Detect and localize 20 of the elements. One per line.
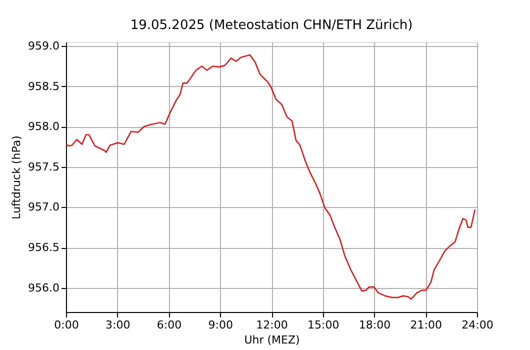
x-axis-title: Uhr (MEZ) bbox=[244, 334, 300, 346]
y-tick-label: 958.5 bbox=[28, 80, 60, 93]
x-tick-label: 15:00 bbox=[308, 318, 340, 332]
x-tick-label: 24:00 bbox=[462, 318, 494, 332]
chart-title: 19.05.2025 (Meteostation CHN/ETH Zürich) bbox=[130, 18, 413, 34]
x-tick-label: 6:00 bbox=[156, 318, 182, 332]
x-tick-label: 3:00 bbox=[106, 318, 130, 332]
y-tick-label: 957.0 bbox=[28, 200, 60, 214]
line-series bbox=[66, 54, 476, 300]
y-tick-label: 956.5 bbox=[28, 241, 60, 254]
y-axis-title: Luftdruck (hPa) bbox=[10, 136, 24, 220]
y-tick-label: 957.5 bbox=[28, 160, 60, 174]
x-tick-label: 9:00 bbox=[208, 318, 233, 332]
y-tick-label: 959.0 bbox=[28, 40, 60, 53]
x-tick-label: 18:00 bbox=[358, 318, 391, 332]
y-tick-label: 956.0 bbox=[28, 281, 60, 294]
x-tick-label: 21:00 bbox=[410, 318, 442, 332]
x-tick-label: 12:00 bbox=[256, 318, 288, 332]
x-tick-label: 0:00 bbox=[54, 318, 79, 332]
y-tick-label: 958.0 bbox=[28, 120, 60, 134]
